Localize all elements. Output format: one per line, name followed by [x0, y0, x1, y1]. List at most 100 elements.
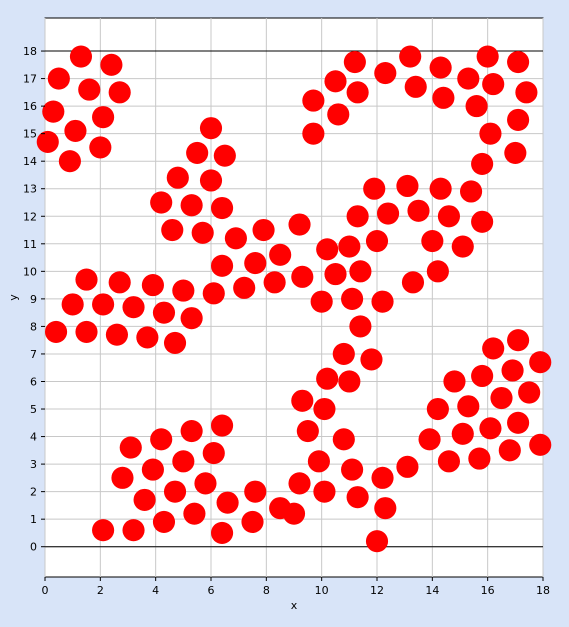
data-point [244, 481, 266, 503]
data-point [217, 492, 239, 514]
data-point [142, 274, 164, 296]
data-point [529, 434, 551, 456]
data-point [507, 51, 529, 73]
x-tick-label: 4 [152, 584, 159, 597]
data-point [477, 45, 499, 67]
y-axis-label: y [7, 294, 20, 301]
data-point [150, 428, 172, 450]
data-point [507, 109, 529, 131]
data-point [316, 368, 338, 390]
data-point [466, 95, 488, 117]
data-point [136, 326, 158, 348]
data-point [100, 54, 122, 76]
data-point [200, 169, 222, 191]
data-point [181, 194, 203, 216]
data-point [181, 307, 203, 329]
data-point [371, 467, 393, 489]
data-point [347, 205, 369, 227]
data-point [452, 423, 474, 445]
data-point [150, 191, 172, 213]
y-tick-label: 14 [23, 155, 37, 168]
data-point [338, 370, 360, 392]
data-point [153, 511, 175, 533]
data-point [333, 343, 355, 365]
data-point [324, 263, 346, 285]
data-point [360, 348, 382, 370]
data-point [313, 398, 335, 420]
data-point [438, 205, 460, 227]
data-point [333, 428, 355, 450]
data-point [419, 428, 441, 450]
data-point [297, 420, 319, 442]
data-point [471, 365, 493, 387]
y-tick-label: 8 [30, 320, 37, 333]
data-point [120, 437, 142, 459]
data-point [59, 150, 81, 172]
data-point [327, 103, 349, 125]
data-point [341, 459, 363, 481]
x-tick-label: 16 [481, 584, 495, 597]
data-point [308, 450, 330, 472]
data-point [62, 293, 84, 315]
y-tick-label: 11 [23, 238, 37, 251]
data-point [471, 153, 493, 175]
data-point [194, 472, 216, 494]
x-tick-label: 18 [536, 584, 550, 597]
data-point [269, 497, 291, 519]
data-point [396, 175, 418, 197]
x-tick-label: 6 [208, 584, 215, 597]
data-point [70, 45, 92, 67]
x-tick-label: 14 [425, 584, 439, 597]
data-point [78, 79, 100, 101]
data-point [363, 178, 385, 200]
data-point [432, 87, 454, 109]
data-point [211, 414, 233, 436]
data-point [164, 481, 186, 503]
data-point [324, 70, 346, 92]
y-tick-label: 3 [30, 458, 37, 471]
data-point [161, 219, 183, 241]
data-point [460, 180, 482, 202]
y-tick-label: 13 [23, 183, 37, 196]
data-point [64, 120, 86, 142]
data-point [172, 280, 194, 302]
data-point [291, 266, 313, 288]
data-point [253, 219, 275, 241]
data-point [479, 417, 501, 439]
data-point [311, 291, 333, 313]
data-point [344, 51, 366, 73]
y-tick-label: 9 [30, 293, 37, 306]
data-point [316, 238, 338, 260]
data-point [288, 472, 310, 494]
data-point [164, 332, 186, 354]
data-point [374, 497, 396, 519]
data-point [181, 420, 203, 442]
data-point [427, 398, 449, 420]
data-point [347, 81, 369, 103]
data-point [48, 68, 70, 90]
x-tick-label: 2 [97, 584, 104, 597]
x-tick-label: 10 [315, 584, 329, 597]
data-point [499, 439, 521, 461]
data-point [504, 142, 526, 164]
data-point [233, 277, 255, 299]
data-point [402, 271, 424, 293]
data-point [211, 197, 233, 219]
data-point [42, 101, 64, 123]
data-point [122, 519, 144, 541]
data-point [515, 81, 537, 103]
data-point [349, 260, 371, 282]
y-tick-label: 7 [30, 348, 37, 361]
data-point [443, 370, 465, 392]
data-point [203, 282, 225, 304]
x-tick-label: 12 [370, 584, 384, 597]
data-point [122, 296, 144, 318]
data-point [75, 321, 97, 343]
data-point [244, 252, 266, 274]
data-point [490, 387, 512, 409]
data-point [438, 450, 460, 472]
y-tick-label: 0 [30, 541, 37, 554]
y-tick-label: 4 [30, 431, 37, 444]
data-point [302, 123, 324, 145]
